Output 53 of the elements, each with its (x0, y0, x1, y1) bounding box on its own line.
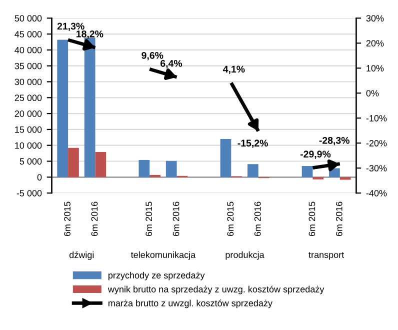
y2-tick-label: -30% (366, 165, 387, 172)
y-tick-label: 40 000 (14, 46, 42, 54)
y-tick-label: 45 000 (14, 31, 42, 38)
x-tick-label: 6m 2015 (308, 202, 316, 236)
bar (150, 174, 160, 178)
bar (340, 177, 351, 180)
data-label: 21,3% (57, 22, 84, 32)
bar (166, 160, 177, 178)
data-label: 18,2% (76, 30, 104, 39)
y-tick-label: 15 000 (15, 126, 42, 133)
y2-tick-label: -40% (366, 190, 387, 196)
y2-tick-label: 10% (366, 65, 384, 72)
bar (220, 138, 232, 178)
x-tick-label: 6m 2016 (254, 202, 261, 236)
y-tick-label: 5 000 (20, 158, 42, 165)
y-tick-label: 0 (37, 174, 42, 181)
bar (95, 152, 106, 178)
x-tick-label: 6m 2015 (146, 202, 152, 236)
data-label: -28,3% (319, 136, 350, 146)
data-label: 6,4% (160, 60, 182, 68)
y-tick-label: 25 000 (14, 94, 42, 102)
legend-label: marża brutto z uwzgl. kosztów sprzedaży (108, 300, 272, 308)
bar (68, 148, 79, 178)
y-tick-label: 20 000 (14, 110, 42, 117)
bar (57, 40, 68, 178)
text: transport (308, 252, 344, 260)
legend-label: przychody ze sprzedaży (108, 272, 205, 280)
bar (247, 164, 258, 178)
y2-tick-label: -10% (366, 115, 387, 122)
text: telekomunikacja (130, 251, 196, 260)
x-tick-label: 6m 2016 (336, 202, 342, 236)
y2-tick-label: 20% (366, 40, 384, 46)
bar (138, 160, 150, 178)
legend-label: wynik brutto na sprzedaży z uwzg. kosztów sprzedaży (108, 286, 324, 294)
y-tick-label: 35 000 (14, 62, 42, 70)
x-tick-label: 6m 2015 (227, 202, 234, 236)
data-label: 9,6% (142, 52, 164, 60)
y2-tick-label: -20% (366, 140, 387, 146)
y-tick-label: 50 000 (14, 15, 42, 22)
data-label: 4,1% (223, 66, 245, 74)
y-tick-label: -5 000 (16, 190, 42, 196)
data-label: -15,2% (238, 140, 268, 148)
y-tick-label: 10 000 (15, 142, 42, 149)
text: dźwigi (69, 251, 94, 260)
x-tick-label: 6m 2016 (172, 202, 180, 236)
x-tick-label: 6m 2016 (91, 202, 98, 236)
x-tick-label: 6m 2015 (64, 202, 70, 236)
y-tick-label: 30 000 (14, 78, 42, 86)
y2-tick-label: 30% (366, 15, 384, 22)
y2-tick-label: 0% (366, 90, 379, 96)
bar (302, 166, 313, 178)
text: produkcja (226, 251, 264, 260)
data-label: -29,9% (300, 150, 331, 159)
